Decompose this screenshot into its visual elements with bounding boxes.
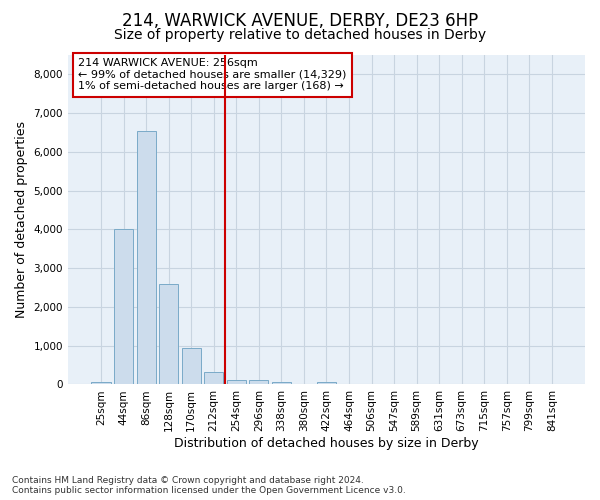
Bar [114, 230, 133, 384]
Y-axis label: Number of detached properties: Number of detached properties [15, 121, 28, 318]
X-axis label: Distribution of detached houses by size in Derby: Distribution of detached houses by size … [174, 437, 479, 450]
Bar [91, 382, 110, 384]
Text: Contains HM Land Registry data © Crown copyright and database right 2024.
Contai: Contains HM Land Registry data © Crown c… [12, 476, 406, 495]
Bar [227, 380, 246, 384]
Bar [204, 372, 223, 384]
Bar [272, 382, 291, 384]
Bar [249, 380, 268, 384]
Text: 214 WARWICK AVENUE: 256sqm
← 99% of detached houses are smaller (14,329)
1% of s: 214 WARWICK AVENUE: 256sqm ← 99% of deta… [78, 58, 347, 92]
Text: Size of property relative to detached houses in Derby: Size of property relative to detached ho… [114, 28, 486, 42]
Bar [182, 348, 201, 385]
Bar [137, 130, 155, 384]
Bar [317, 382, 336, 384]
Bar [159, 284, 178, 384]
Text: 214, WARWICK AVENUE, DERBY, DE23 6HP: 214, WARWICK AVENUE, DERBY, DE23 6HP [122, 12, 478, 30]
